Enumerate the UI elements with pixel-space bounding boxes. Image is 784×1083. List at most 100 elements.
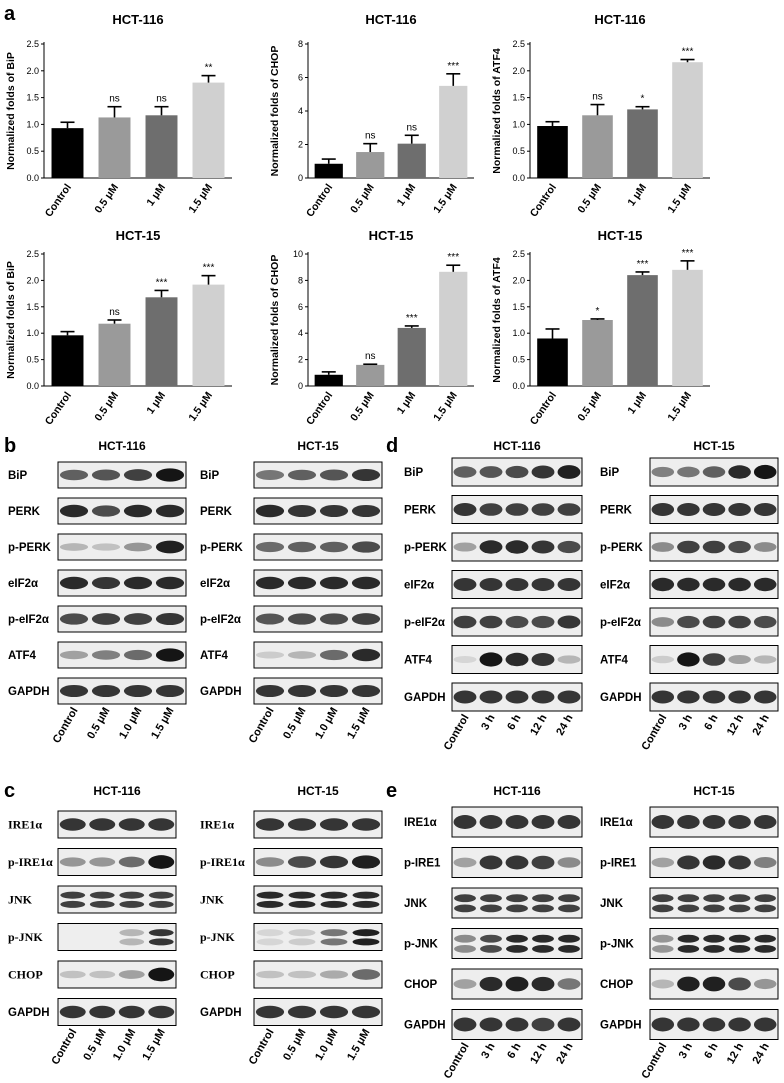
blot-band [505,540,529,554]
blot-row-label: ATF4 [404,655,433,667]
blot-band [702,615,726,629]
blot-lane-label: 12 h [528,712,550,737]
blot-band [703,934,725,943]
blot-panel-d-6: HCT-15 BiP PERK p-PERK eIF2α p-eIF2α ATF4 GAPDH… [600,439,779,752]
blot-band [753,503,777,516]
blot-panel-c-4: HCT-15 IRE1α p-IRE1α JNK p-JNK CHOP GAPDH Contr… [200,784,383,1067]
blot-lane-label: 0.5 μM [85,706,113,742]
blot-band [287,541,317,553]
blot-band [256,900,284,908]
blot-band [453,503,477,516]
blot-row-label: IRE1α [200,818,234,832]
bar-chart-2: 0 2 4 6 8 HCT-116 Normalized folds of CHOP Cont… [269,12,474,219]
blot-band [287,970,317,979]
blot-lane-label: Control [51,706,81,746]
blot-frame [57,923,177,951]
bar [672,269,703,386]
blot-row-label: GAPDH [600,1020,642,1032]
y-tick-label: 8 [298,275,303,285]
significance-label: *** [682,248,694,259]
blot-row-label: p-JNK [600,939,635,951]
blot-band [148,967,175,982]
blot-band [651,979,675,989]
blot-lane-label: 24 h [750,1041,772,1066]
blot-band [677,815,700,829]
bar-chart-1: 0.0 0.5 1.0 1.5 2.0 2.5 HCT-116 Normalized fold… [5,12,232,219]
bar [537,338,568,386]
blot-band [319,818,349,831]
blot-band [728,815,751,829]
blot-band [677,934,700,943]
blot-band [531,690,555,704]
blot-band [118,856,145,868]
blot-band [89,891,115,899]
chart-title: HCT-116 [112,12,163,27]
blot-band [288,900,316,908]
blot-band [119,938,145,946]
blot-band [557,690,581,704]
y-tick-label: 6 [298,73,303,83]
blot-lane-label: Control [639,1041,669,1081]
blot-title: HCT-15 [297,784,339,798]
y-tick-label: 0.0 [512,173,525,183]
blot-panel-c-3: HCT-116 IRE1α p-IRE1α JNK p-JNK CHOP GAPDH Cont… [8,784,177,1067]
y-tick-label: 2 [298,355,303,365]
blot-row-label: CHOP [600,979,634,991]
bar-chart-5: 0 2 4 6 8 10 HCT-15 Normalized folds of CHOP Con… [269,228,474,427]
blot-band [319,1005,349,1019]
blot-band [351,969,381,980]
blot-band [148,818,175,831]
blot-band [754,945,776,953]
blot-band [505,976,529,992]
blot-band [652,945,674,953]
blot-lane-label: 3 h [677,712,695,732]
blot-band [119,929,145,937]
bar [627,275,658,386]
blot-row-label: p-PERK [8,542,52,554]
blot-row-label: p-IRE1α [200,855,245,869]
blot-band [703,945,725,953]
blot-band [532,934,554,943]
bar [98,323,131,386]
y-tick-label: 10 [293,249,303,259]
y-tick-label: 6 [298,302,303,312]
blot-band [155,648,185,662]
blot-row-label: GAPDH [8,686,50,698]
blot-band [702,690,726,704]
y-tick-label: 1.0 [512,119,525,129]
y-tick-label: 1.5 [512,302,525,312]
x-tick-label: 1.5 μM [186,390,215,424]
blot-band [255,613,285,625]
blot-band [702,540,726,554]
y-axis-label: Normalized folds of BiP [5,261,17,379]
blot-band [557,578,581,591]
blot-band [454,894,476,903]
blot-band [59,1005,86,1019]
blot-lane-label: 1.0 μM [313,1027,341,1063]
blot-band [677,503,700,516]
blot-band [677,976,700,992]
y-tick-label: 0.5 [26,146,39,156]
y-tick-label: 1.5 [26,302,39,312]
significance-label: *** [682,47,694,58]
blot-band [479,1017,503,1032]
blot-band [91,543,121,551]
blot-band [703,904,725,913]
significance-label: ns [109,94,120,105]
blot-band [255,651,285,659]
blot-band [59,504,89,518]
blot-frame [649,887,779,919]
blot-band [479,855,503,870]
blot-band [479,690,503,704]
blot-band [531,615,555,629]
blot-band [91,684,121,698]
x-tick-label: Control [528,182,559,220]
y-tick-label: 0.0 [512,381,525,391]
blot-band [320,938,348,946]
blot-band [651,466,675,478]
significance-label: ns [365,131,376,142]
y-tick-label: 1.0 [26,328,39,338]
y-tick-label: 2.5 [512,249,525,259]
blot-row-label: CHOP [200,968,235,982]
significance-label: *** [203,263,215,274]
